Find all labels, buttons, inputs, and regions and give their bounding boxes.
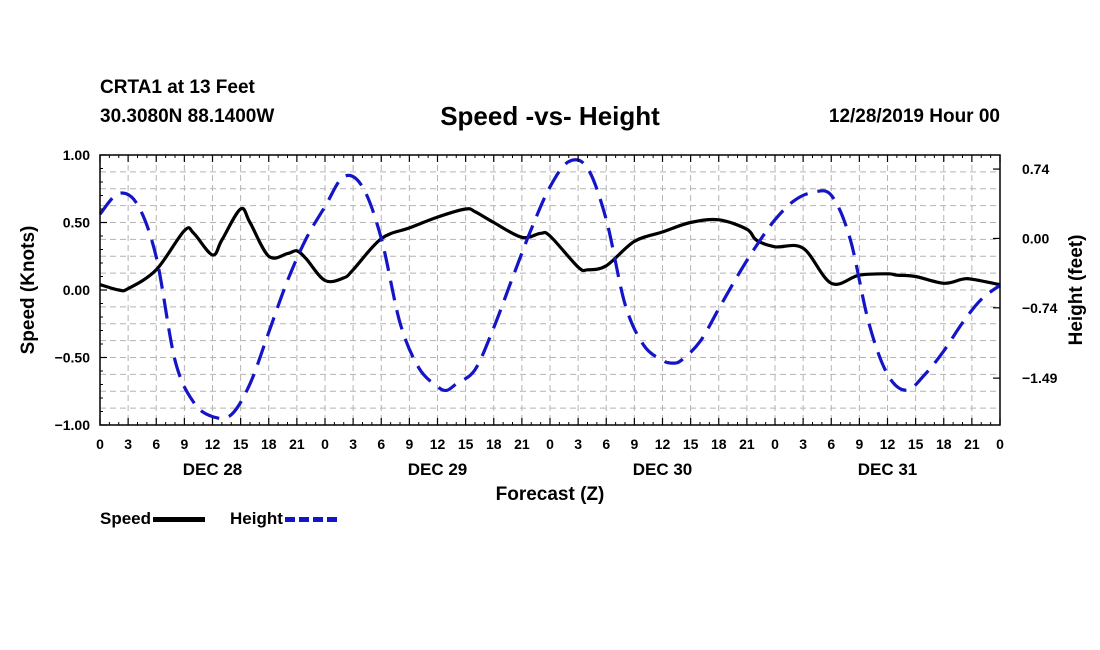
x-axis-title: Forecast (Z) bbox=[496, 484, 605, 505]
x-tick-label: 18 bbox=[711, 436, 727, 452]
x-tick-label: 0 bbox=[96, 436, 104, 452]
y-tick-label: 0.50 bbox=[63, 215, 90, 231]
x-tick-label: 18 bbox=[486, 436, 502, 452]
x-tick-label: 6 bbox=[602, 436, 610, 452]
y-tick-label: −1.00 bbox=[55, 417, 91, 433]
speed-series-line bbox=[99, 206, 1001, 293]
legend-speed-swatch bbox=[153, 516, 206, 522]
tick-labels: 0 3 6 9 12 15 18 21 0 3 6 9 12 15 18 21 0 3 6 9 12 15 18 21 0 3 6 9… bbox=[55, 147, 1058, 479]
legend-speed-label: Speed bbox=[100, 509, 152, 528]
chart-title: Speed -vs- Height bbox=[440, 101, 660, 131]
x-tick-label: 12 bbox=[880, 436, 896, 452]
x-tick-label: 21 bbox=[289, 436, 305, 452]
y-tick-label: 1.00 bbox=[63, 147, 90, 163]
x-tick-label: 12 bbox=[205, 436, 221, 452]
x-tick-label: 6 bbox=[377, 436, 385, 452]
y-tick-label: −0.50 bbox=[55, 350, 91, 366]
x-tick-label: 21 bbox=[964, 436, 980, 452]
x-tick-label: 3 bbox=[349, 436, 357, 452]
x-tick-label: 15 bbox=[908, 436, 924, 452]
y2-tick-label: 0.00 bbox=[1022, 230, 1049, 246]
x-tick-label: 18 bbox=[936, 436, 952, 452]
x-tick-label: 21 bbox=[514, 436, 530, 452]
x-tick-label: 0 bbox=[321, 436, 329, 452]
x-tick-label: 9 bbox=[180, 436, 188, 452]
day-label: DEC 29 bbox=[408, 460, 468, 479]
x-tick-label: 18 bbox=[261, 436, 277, 452]
grid bbox=[100, 155, 1000, 425]
x-tick-label: 3 bbox=[124, 436, 132, 452]
x-tick-label: 15 bbox=[458, 436, 474, 452]
y2-tick-label: −0.74 bbox=[1022, 300, 1058, 316]
day-label: DEC 31 bbox=[858, 460, 918, 479]
forecast-run-time: 12/28/2019 Hour 00 bbox=[828, 106, 1000, 127]
x-tick-label: 0 bbox=[771, 436, 779, 452]
station-name: CRTA1 at 13 Feet bbox=[100, 77, 255, 98]
x-tick-label: 9 bbox=[630, 436, 638, 452]
x-tick-label: 12 bbox=[430, 436, 446, 452]
day-label: DEC 30 bbox=[633, 460, 693, 479]
legend-height: Height bbox=[230, 509, 337, 529]
station-coordinates: 30.3080N 88.1400W bbox=[100, 106, 275, 127]
ticks bbox=[99, 154, 1001, 426]
x-tick-label: 12 bbox=[655, 436, 671, 452]
x-tick-label: 15 bbox=[233, 436, 249, 452]
x-tick-label: 3 bbox=[799, 436, 807, 452]
x-tick-label: 6 bbox=[827, 436, 835, 452]
legend-height-swatch bbox=[284, 516, 337, 522]
x-tick-label: 0 bbox=[546, 436, 554, 452]
x-tick-label: 3 bbox=[574, 436, 582, 452]
y-tick-label: 0.00 bbox=[63, 282, 90, 298]
x-tick-label: 0 bbox=[996, 436, 1004, 452]
x-tick-label: 9 bbox=[405, 436, 413, 452]
y2-tick-label: 0.74 bbox=[1022, 161, 1049, 177]
legend-speed: Speed bbox=[100, 509, 206, 529]
height-series-line bbox=[98, 158, 1001, 421]
series-layer bbox=[98, 158, 1001, 421]
legend-height-label: Height bbox=[230, 509, 283, 528]
x-tick-label: 21 bbox=[739, 436, 755, 452]
x-tick-label: 15 bbox=[683, 436, 699, 452]
x-tick-label: 9 bbox=[855, 436, 863, 452]
y2-tick-label: −1.49 bbox=[1022, 370, 1058, 386]
x-tick-label: 6 bbox=[152, 436, 160, 452]
y-axis-title: Speed (Knots) bbox=[18, 226, 39, 355]
day-label: DEC 28 bbox=[183, 460, 243, 479]
y2-axis-title: Height (feet) bbox=[1066, 235, 1087, 346]
